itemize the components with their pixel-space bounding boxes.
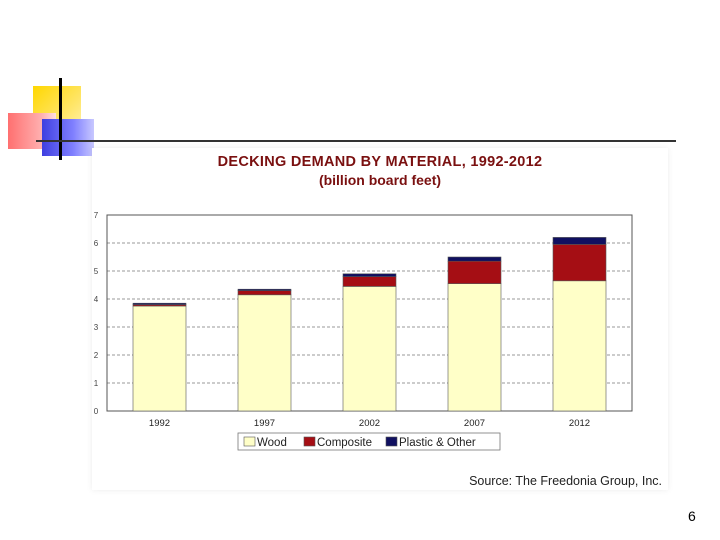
bar-composite-1997 (237, 290, 292, 296)
decor-blue-square (42, 119, 94, 156)
decor-vertical-line (59, 78, 62, 160)
legend-swatch (303, 436, 316, 447)
bar-plastic-other-2007 (447, 256, 502, 262)
chart-title: DECKING DEMAND BY MATERIAL, 1992-2012 (217, 154, 543, 170)
chart-svg: 0 1 2 3 4 5 6 7 1992 1997 2002 2007 2012 Wood Composit… (94, 211, 633, 451)
x-tick-label: 1997 (254, 418, 275, 429)
bar-plastic-other-1997 (237, 288, 292, 291)
legend-label: Wood (257, 437, 287, 449)
x-tick-label: 1992 (149, 418, 170, 429)
y-tick-label: 6 (94, 239, 99, 248)
bar-plastic-other-2012 (552, 237, 607, 245)
legend-label: Plastic & Other (399, 437, 476, 449)
legend-label: Composite (317, 437, 372, 449)
chart-panel: DECKING DEMAND BY MATERIAL, 1992-2012 (b… (92, 148, 668, 490)
y-tick-label: 3 (94, 323, 99, 332)
bar-wood-1997 (237, 294, 292, 412)
legend-swatch (385, 436, 398, 447)
bar-composite-2007 (447, 260, 502, 284)
y-tick-label: 1 (94, 379, 99, 388)
bar-plastic-other-2002 (342, 273, 397, 277)
decor-horizontal-line (36, 140, 676, 142)
y-tick-label: 0 (94, 407, 99, 416)
y-tick-label: 7 (94, 211, 99, 220)
legend-box (237, 432, 501, 451)
bar-wood-2012 (552, 280, 607, 412)
bar-plastic-other-1992 (132, 302, 187, 305)
bar-wood-2007 (447, 283, 502, 412)
chart-subtitle: (billion board feet) (318, 172, 442, 188)
bar-wood-2002 (342, 286, 397, 412)
bar-composite-2002 (342, 276, 397, 287)
x-tick-label: 2012 (569, 418, 590, 429)
bar-composite-2012 (552, 244, 607, 282)
y-tick-label: 5 (94, 267, 99, 276)
page-number: 6 (688, 508, 696, 524)
legend-swatch (243, 436, 256, 447)
source-credit: Source: The Freedonia Group, Inc. (469, 474, 662, 488)
y-tick-label: 4 (94, 295, 99, 304)
bar-wood-1992 (132, 305, 187, 412)
y-tick-label: 2 (94, 351, 99, 360)
x-tick-label: 2007 (464, 418, 485, 429)
x-tick-label: 2002 (359, 418, 380, 429)
